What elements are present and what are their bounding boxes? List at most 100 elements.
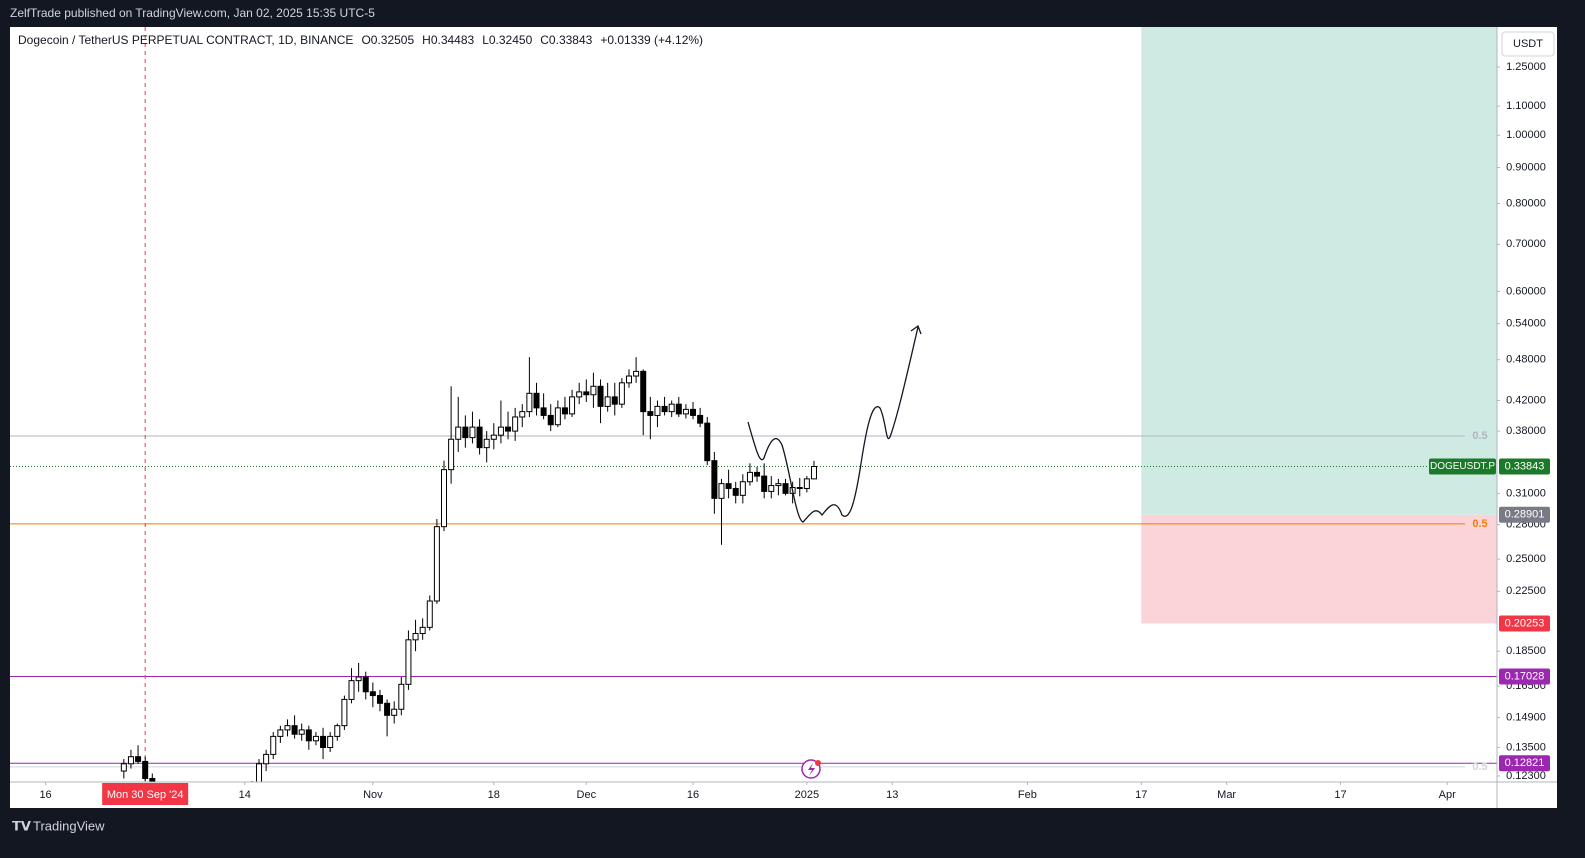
candle-body <box>149 777 156 782</box>
candle-body <box>618 382 625 405</box>
candle-body <box>796 486 803 489</box>
loss-zone <box>1141 514 1497 624</box>
legend: Dogecoin / TetherUS PERPETUAL CONTRACT, … <box>18 33 703 47</box>
x-tick-label: Feb <box>1018 789 1037 801</box>
y-tick-label: 1.10000 <box>1506 100 1546 112</box>
y-tick-label: 0.48000 <box>1506 354 1546 366</box>
x-tick-label: 16 <box>687 789 699 801</box>
candle-body <box>298 729 305 735</box>
candle-body <box>739 481 746 496</box>
candle-body <box>419 626 426 635</box>
candle-body <box>127 756 134 765</box>
candle-body <box>362 676 369 693</box>
candle-body <box>448 438 455 471</box>
candle-body <box>547 414 554 426</box>
fib-label: 0.5 <box>1472 430 1487 442</box>
candle-body <box>305 729 312 742</box>
candle-body <box>455 426 462 440</box>
price-badge <box>1499 755 1550 772</box>
legend-item: C0.33843 <box>540 33 592 47</box>
y-tick-label: 0.31000 <box>1506 487 1546 499</box>
candle-body <box>284 725 291 731</box>
candle-body <box>120 763 127 772</box>
candle-body <box>426 600 433 628</box>
candle-body <box>654 405 661 416</box>
crosshair-label: Mon 30 Sep '24 <box>107 789 184 801</box>
x-tick-label: 17 <box>1135 789 1147 801</box>
y-tick-label: 0.38000 <box>1506 425 1546 437</box>
candle-body <box>697 414 704 424</box>
price-badge <box>1499 615 1550 632</box>
candle-body <box>341 698 348 727</box>
legend-item: +0.01339 (+4.12%) <box>600 33 703 47</box>
candle-body <box>682 408 689 415</box>
currency-button[interactable] <box>1501 31 1555 57</box>
candle-body <box>263 753 270 765</box>
candle-body <box>391 708 398 716</box>
candle-body <box>291 725 298 735</box>
y-tick-label: 0.70000 <box>1506 238 1546 250</box>
symbol-badge-label: DOGEUSDT.P <box>1430 461 1495 472</box>
candle-body <box>256 763 263 782</box>
candle-body <box>561 407 568 415</box>
candle-body <box>611 396 618 405</box>
candle-body <box>768 485 775 492</box>
brand-logo: 𝗧𝗩 <box>12 818 31 833</box>
y-tick-label: 0.60000 <box>1506 285 1546 297</box>
candle-body <box>490 434 497 440</box>
currency: USDT <box>1513 38 1543 50</box>
candle-body <box>668 403 675 413</box>
candle-body <box>526 392 533 413</box>
candle-body <box>405 639 412 685</box>
symbol-badge <box>1429 458 1496 475</box>
candle-body <box>505 426 512 432</box>
candle-body <box>704 422 711 462</box>
candle-body <box>554 407 561 426</box>
candle-body <box>690 408 697 416</box>
candle-body <box>576 391 583 398</box>
y-tick-label: 1.00000 <box>1506 129 1546 141</box>
x-tick-label: 16 <box>39 789 51 801</box>
candle-body <box>469 426 476 439</box>
y-tick-label: 0.14900 <box>1506 711 1546 723</box>
candle-body <box>497 426 504 436</box>
x-tick-label: 18 <box>488 789 500 801</box>
profit-zone <box>1141 27 1497 515</box>
candle-body <box>412 633 419 641</box>
candle-body <box>625 375 632 384</box>
x-tick-label: 17 <box>1334 789 1346 801</box>
candle-body <box>270 735 277 755</box>
y-tick-label: 0.80000 <box>1506 197 1546 209</box>
candle-body <box>441 469 448 528</box>
event-dot <box>815 760 821 766</box>
crosshair-badge <box>102 783 189 805</box>
candle-body <box>732 487 739 496</box>
price-badge-label: 0.20253 <box>1505 617 1545 629</box>
y-tick-label: 0.12300 <box>1506 770 1546 782</box>
y-tick-label: 0.22500 <box>1506 585 1546 597</box>
candle-body <box>761 475 768 492</box>
candle-body <box>277 729 284 737</box>
y-tick-label: 1.25000 <box>1506 61 1546 73</box>
candle-body <box>519 411 526 418</box>
publish-info: ZelfTrade published on TradingView.com, … <box>10 6 375 20</box>
candle-body <box>782 483 789 494</box>
candle-body <box>633 370 640 377</box>
candle-body <box>746 471 753 483</box>
plot-area <box>10 27 1497 782</box>
x-tick-label: 14 <box>239 789 251 801</box>
candle-body <box>327 735 334 749</box>
legend-item: L0.32450 <box>482 33 532 47</box>
candle-body <box>775 483 782 487</box>
price-badge <box>1499 506 1550 523</box>
candle-body <box>462 426 469 439</box>
candle-body <box>711 460 718 499</box>
x-tick-label: 2025 <box>795 789 819 801</box>
legend-item: Dogecoin / TetherUS PERPETUAL CONTRACT, … <box>18 33 353 47</box>
candle-body <box>334 725 341 737</box>
fib-label: 0.5 <box>1472 761 1487 773</box>
price-badge <box>1499 458 1550 475</box>
x-tick-label: Apr <box>1439 789 1456 801</box>
